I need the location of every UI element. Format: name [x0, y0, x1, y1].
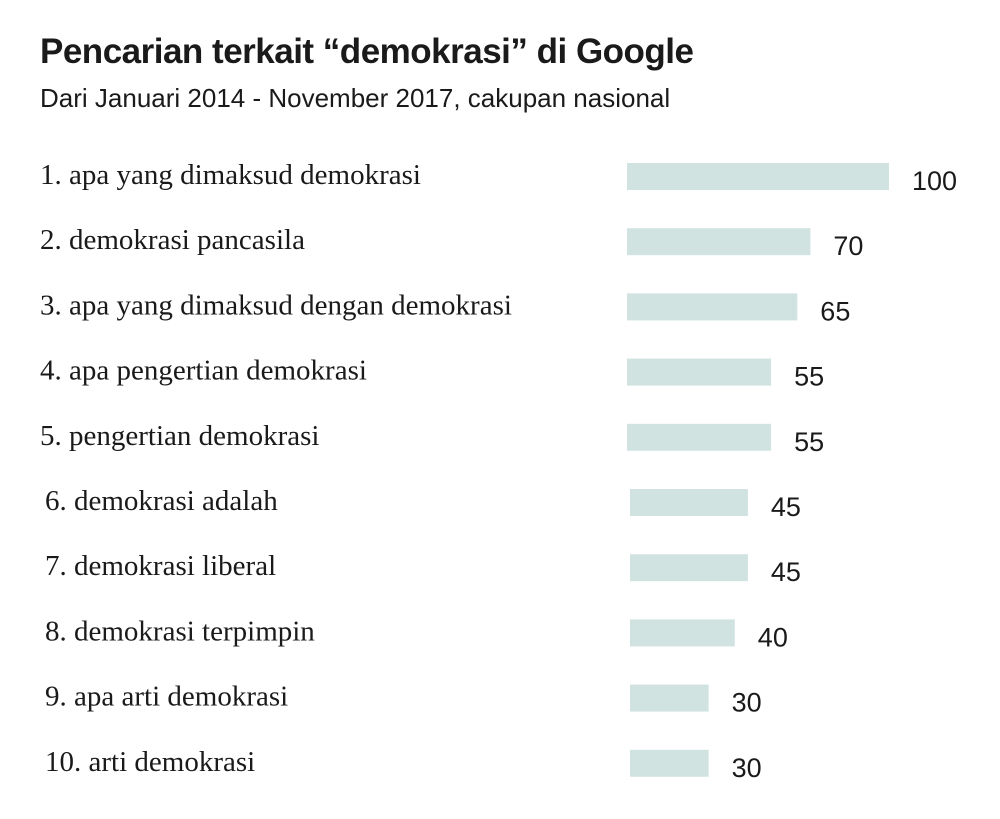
category-label: 1. apa yang dimaksud demokrasi — [40, 159, 421, 191]
category-label: 2. demokrasi pancasila — [40, 224, 305, 256]
data-label: 100 — [912, 166, 957, 196]
category-label: 4. apa pengertian demokrasi — [40, 355, 367, 387]
category-label: 9. apa arti demokrasi — [45, 681, 288, 713]
data-label: 65 — [820, 296, 850, 326]
data-label: 30 — [732, 753, 762, 783]
data-label: 55 — [794, 427, 824, 457]
bar — [630, 554, 748, 582]
bar — [630, 619, 735, 647]
category-label: 3. apa yang dimaksud dengan demokrasi — [40, 289, 512, 321]
category-label: 8. demokrasi terpimpin — [45, 615, 315, 647]
data-label: 70 — [833, 231, 863, 261]
data-label: 45 — [771, 492, 801, 522]
data-label: 30 — [732, 688, 762, 718]
data-label: 45 — [771, 557, 801, 587]
bar — [630, 684, 709, 712]
chart-title: Pencarian terkait “demokrasi” di Google — [40, 32, 694, 71]
chart-subtitle: Dari Januari 2014 - November 2017, cakup… — [40, 83, 671, 113]
bar — [630, 749, 709, 777]
category-label: 10. arti demokrasi — [45, 746, 255, 778]
bar — [627, 228, 811, 256]
bar — [630, 489, 748, 516]
bar — [627, 423, 772, 451]
bar — [627, 293, 798, 321]
data-label: 40 — [758, 622, 788, 652]
category-label: 7. demokrasi liberal — [45, 550, 276, 582]
data-label: 55 — [794, 362, 824, 392]
category-label: 5. pengertian demokrasi — [40, 420, 319, 452]
category-label: 6. demokrasi adalah — [45, 485, 278, 517]
bar — [627, 358, 772, 386]
bar — [627, 163, 889, 190]
